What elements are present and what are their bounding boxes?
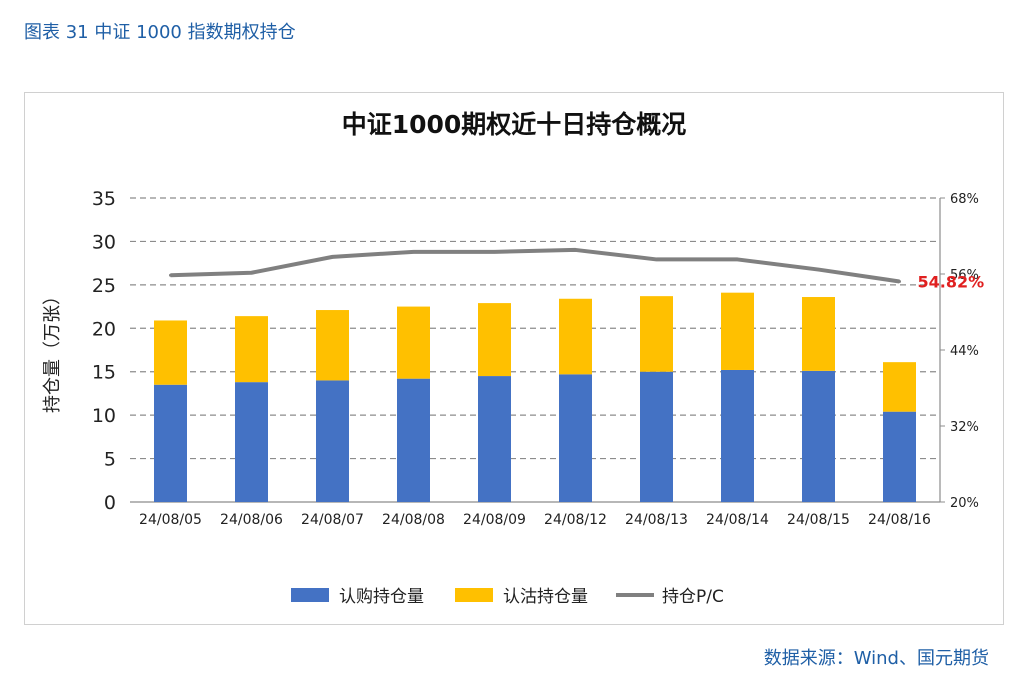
bar-call-7 [721, 369, 754, 502]
pc-point-2 [331, 255, 334, 259]
pc-point-7 [736, 257, 739, 261]
pc-point-8 [817, 268, 820, 272]
bar-call-6 [640, 371, 673, 502]
pc-last-value-label: 54.82% [918, 272, 985, 291]
pc-point-9 [898, 279, 901, 283]
bar-put-4 [478, 303, 511, 377]
x-tick-label-3: 24/08/08 [382, 512, 445, 528]
bar-put-0 [154, 320, 187, 385]
legend-label-call: 认购持仓量 [339, 587, 424, 607]
bar-put-8 [802, 297, 835, 371]
bar-put-3 [397, 306, 430, 379]
y2-tick-label-0: 20% [950, 496, 979, 511]
pc-point-1 [250, 271, 253, 275]
data-source: 数据来源：Wind、国元期货 [763, 648, 989, 669]
chart-frame [24, 92, 1004, 625]
bar-put-1 [235, 316, 268, 383]
x-tick-label-0: 24/08/05 [139, 512, 202, 528]
y-tick-label-30: 30 [92, 231, 116, 253]
y-tick-label-5: 5 [104, 449, 116, 471]
y-tick-label-0: 0 [104, 492, 116, 514]
pc-point-6 [655, 257, 658, 261]
bar-call-4 [478, 376, 511, 502]
pc-point-3 [412, 250, 415, 254]
pc-line [170, 247, 900, 284]
y2-tick-label-1: 32% [950, 420, 979, 435]
bar-put-9 [883, 362, 916, 412]
legend-label-put: 认沽持仓量 [503, 587, 588, 607]
legend-item-pc: 持仓P/C [616, 582, 724, 607]
bar-call-3 [397, 378, 430, 502]
bar-put-6 [640, 296, 673, 372]
y2-tick-label-2: 44% [950, 344, 979, 359]
x-tick-label-6: 24/08/13 [625, 512, 688, 528]
bar-call-0 [154, 384, 187, 502]
bar-put-2 [316, 310, 349, 381]
y-tick-label-15: 15 [92, 362, 116, 384]
x-tick-label-2: 24/08/07 [301, 512, 364, 528]
y-tick-label-25: 25 [92, 275, 116, 297]
x-tick-label-9: 24/08/16 [868, 512, 931, 528]
bar-put-5 [559, 298, 592, 375]
y2-tick-label-3: 56% [950, 268, 979, 283]
pc-point-4 [493, 250, 496, 254]
bar-call-9 [883, 411, 916, 502]
x-tick-label-4: 24/08/09 [463, 512, 526, 528]
legend: 认购持仓量 认沽持仓量 持仓P/C [0, 582, 1029, 607]
bar-call-1 [235, 382, 268, 502]
figure-caption: 图表 31 中证 1000 指数期权持仓 [24, 22, 296, 43]
chart-title: 中证1000期权近十日持仓概况 [342, 110, 687, 139]
legend-item-put: 认沽持仓量 [455, 582, 588, 607]
y-tick-label-35: 35 [92, 188, 116, 210]
bar-call-8 [802, 370, 835, 502]
legend-label-pc: 持仓P/C [662, 587, 724, 607]
y-tick-label-10: 10 [92, 405, 116, 427]
legend-swatch-pc [616, 592, 654, 597]
x-tick-label-1: 24/08/06 [220, 512, 283, 528]
pc-point-0 [169, 273, 172, 277]
legend-item-call: 认购持仓量 [291, 582, 424, 607]
bar-call-5 [559, 374, 592, 502]
x-tick-label-7: 24/08/14 [706, 512, 769, 528]
x-tick-label-5: 24/08/12 [544, 512, 607, 528]
y-axis-label: 持仓量（万张） [42, 287, 63, 413]
y2-tick-label-4: 68% [950, 192, 979, 207]
bar-put-7 [721, 292, 754, 370]
legend-swatch-call [291, 587, 329, 602]
legend-swatch-put [455, 587, 493, 602]
pc-point-5 [574, 248, 577, 252]
bar-call-2 [316, 380, 349, 502]
y-tick-label-20: 20 [92, 318, 116, 340]
x-tick-label-8: 24/08/15 [787, 512, 850, 528]
